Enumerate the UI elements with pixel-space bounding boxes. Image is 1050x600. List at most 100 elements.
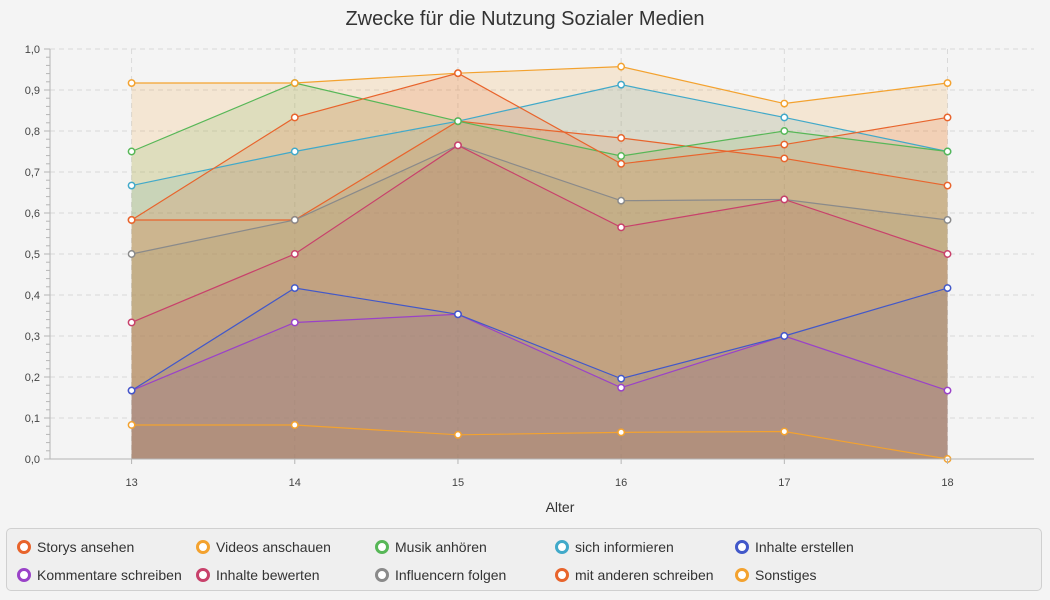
legend-item[interactable]: Musik anhören bbox=[375, 539, 487, 555]
x-tick-label: 14 bbox=[289, 477, 301, 489]
x-tick-label: 16 bbox=[615, 477, 627, 489]
legend-label: Inhalte bewerten bbox=[216, 567, 320, 583]
series-area bbox=[131, 145, 948, 459]
x-tick-label: 18 bbox=[941, 477, 953, 489]
data-point bbox=[943, 216, 952, 224]
data-point bbox=[780, 154, 789, 163]
y-tick-label: 0,2 bbox=[25, 372, 40, 384]
legend-label: Influencern folgen bbox=[395, 567, 507, 583]
legend-item[interactable]: Videos anschauen bbox=[196, 539, 331, 555]
data-point bbox=[127, 216, 136, 224]
data-point bbox=[127, 386, 136, 395]
data-point bbox=[290, 113, 299, 122]
data-point bbox=[780, 332, 789, 340]
data-point bbox=[780, 195, 789, 204]
data-point bbox=[943, 113, 952, 122]
data-point bbox=[617, 383, 626, 392]
data-point bbox=[617, 374, 626, 383]
legend-swatch bbox=[735, 540, 749, 554]
series-area bbox=[131, 66, 948, 459]
data-point bbox=[127, 421, 136, 429]
legend-item[interactable]: Influencern folgen bbox=[375, 567, 506, 583]
legend-swatch bbox=[555, 568, 569, 582]
y-tick-label: 1,0 bbox=[25, 44, 40, 56]
legend-label: Inhalte erstellen bbox=[755, 539, 854, 555]
data-point bbox=[617, 159, 626, 168]
series-line bbox=[131, 72, 948, 221]
legend-item[interactable]: Kommentare schreiben bbox=[17, 567, 182, 583]
legend-swatch bbox=[17, 568, 31, 582]
legend-item[interactable]: Inhalte bewerten bbox=[196, 567, 320, 583]
data-point bbox=[290, 216, 299, 224]
y-tick-label: 0,1 bbox=[25, 413, 40, 425]
data-point bbox=[617, 80, 626, 89]
series-line bbox=[131, 82, 948, 157]
x-tick-label: 13 bbox=[125, 477, 137, 489]
y-tick-label: 0,3 bbox=[25, 331, 40, 343]
series-area bbox=[131, 145, 948, 459]
y-tick-label: 0,8 bbox=[25, 126, 40, 138]
legend-label: Storys ansehen bbox=[37, 539, 135, 555]
data-point bbox=[943, 250, 952, 258]
legend-swatch bbox=[196, 568, 210, 582]
series-area bbox=[131, 84, 948, 460]
legend-item[interactable]: sich informieren bbox=[555, 539, 674, 555]
series-line bbox=[131, 84, 948, 187]
series-line bbox=[131, 313, 948, 392]
legend-item[interactable]: Inhalte erstellen bbox=[735, 539, 854, 555]
data-point bbox=[943, 79, 952, 87]
data-point bbox=[127, 79, 136, 87]
series-line bbox=[131, 66, 948, 105]
data-point bbox=[454, 310, 462, 319]
legend-swatch bbox=[735, 568, 749, 582]
legend-swatch bbox=[375, 568, 389, 582]
data-point bbox=[127, 147, 136, 156]
chart-legend: Storys ansehen Videos anschauen Musik anhö… bbox=[6, 528, 1042, 591]
data-point bbox=[127, 181, 136, 190]
legend-label: Videos anschauen bbox=[216, 539, 331, 555]
data-point bbox=[454, 117, 462, 126]
series-line bbox=[131, 287, 948, 392]
series-area bbox=[131, 83, 948, 459]
series-line bbox=[131, 144, 948, 324]
data-point bbox=[454, 69, 462, 78]
x-tick-label: 17 bbox=[778, 477, 790, 489]
series-area bbox=[131, 73, 948, 459]
series-area bbox=[131, 288, 948, 459]
series-line bbox=[131, 120, 948, 221]
legend-swatch bbox=[196, 540, 210, 554]
series-area bbox=[131, 424, 948, 459]
legend-label: Kommentare schreiben bbox=[37, 567, 182, 583]
series-line bbox=[131, 424, 948, 460]
data-point bbox=[943, 181, 952, 190]
data-point bbox=[290, 421, 299, 429]
y-tick-label: 0,7 bbox=[25, 167, 40, 179]
y-tick-label: 0,5 bbox=[25, 249, 40, 261]
legend-item[interactable]: mit anderen schreiben bbox=[555, 567, 714, 583]
x-tick-label: 15 bbox=[452, 477, 464, 489]
legend-swatch bbox=[375, 540, 389, 554]
data-point bbox=[780, 113, 789, 122]
y-tick-label: 0,0 bbox=[25, 454, 40, 466]
y-tick-label: 0,4 bbox=[25, 290, 40, 302]
data-point bbox=[617, 62, 626, 71]
data-point bbox=[454, 141, 462, 150]
data-point bbox=[290, 79, 299, 87]
legend-item[interactable]: Storys ansehen bbox=[17, 539, 134, 555]
data-point bbox=[290, 250, 299, 258]
data-point bbox=[454, 430, 462, 439]
legend-item[interactable]: Sonstiges bbox=[735, 567, 816, 583]
data-point bbox=[617, 134, 626, 142]
data-point bbox=[943, 386, 952, 395]
data-point bbox=[290, 147, 299, 156]
data-point bbox=[617, 196, 626, 205]
data-point bbox=[780, 140, 789, 149]
data-point bbox=[127, 250, 136, 258]
data-point bbox=[617, 223, 626, 232]
legend-label: Sonstiges bbox=[755, 567, 817, 583]
data-point bbox=[943, 147, 952, 156]
data-point bbox=[617, 428, 626, 437]
legend-label: sich informieren bbox=[575, 539, 674, 555]
legend-label: mit anderen schreiben bbox=[575, 567, 714, 583]
data-point bbox=[290, 318, 299, 327]
